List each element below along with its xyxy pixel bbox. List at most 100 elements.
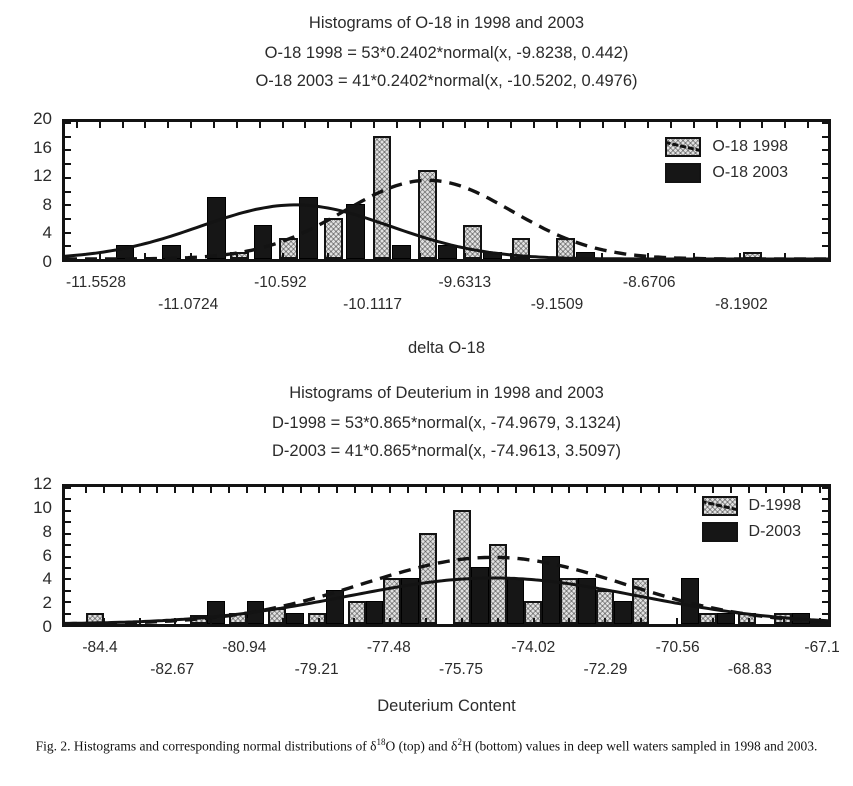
- x-axis-tick: [75, 122, 78, 128]
- x-axis-tick: [144, 122, 147, 128]
- y-axis-tick: [822, 487, 828, 489]
- x-axis-tick: [510, 122, 513, 128]
- y-axis-tick: [822, 135, 828, 138]
- x-axis-tick: [532, 487, 535, 493]
- caption-text: H (bottom) values in deep well waters sa…: [461, 738, 818, 754]
- y-axis-tick: [822, 176, 828, 179]
- dashed-line-sample: [703, 499, 736, 512]
- histogram-bar-2003: [470, 566, 489, 624]
- x-axis-tick: [389, 487, 392, 493]
- y-axis-tick: [822, 259, 828, 261]
- legend-label: D-1998: [748, 497, 801, 514]
- legend-deuterium: D-1998 D-2003: [701, 494, 801, 546]
- y-axis-tick: [65, 555, 71, 558]
- y-axis-tick: [65, 122, 71, 124]
- x-axis-tick: [496, 487, 499, 493]
- y-axis-tick: [65, 612, 71, 615]
- histogram-bar-2003: [325, 589, 344, 624]
- x-axis-tick: [317, 618, 320, 624]
- x-axis-tick: [568, 618, 571, 624]
- equation-o18-2003: O-18 2003 = 41*0.2402*normal(x, -10.5202…: [255, 72, 638, 90]
- x-axis-tick: [819, 618, 822, 624]
- x-axis-tick: [156, 487, 159, 493]
- y-axis-tick: [65, 589, 71, 592]
- x-tick-label: -67.1: [804, 639, 840, 656]
- y-axis-tick: [65, 624, 71, 626]
- x-tick-label: -77.48: [366, 639, 411, 656]
- histogram-bar-2003: [577, 578, 596, 624]
- histogram-bar-1998: [556, 238, 575, 259]
- legend-item-o18-1998: O-18 1998: [665, 135, 788, 159]
- legend-item-o18-2003: O-18 2003: [665, 161, 788, 185]
- x-axis-tick: [102, 618, 105, 624]
- x-axis-tick: [228, 487, 231, 493]
- x-tick-label: -11.0724: [158, 296, 219, 313]
- x-axis-tick: [327, 122, 330, 128]
- y-axis-tick: [65, 521, 71, 524]
- y-tick-label: 2: [42, 593, 52, 613]
- x-axis-tick: [693, 487, 696, 493]
- x-axis-tick: [601, 253, 604, 259]
- caption-text: Fig. 2. Histograms and corresponding nor…: [35, 738, 377, 754]
- x-axis-tick: [353, 487, 356, 493]
- black-swatch-icon: [665, 163, 702, 183]
- x-axis-tick: [98, 253, 101, 259]
- y-axis-tick: [65, 566, 71, 569]
- x-axis-tick: [281, 253, 284, 259]
- x-axis-labels-row2-o18: -11.0724 -10.1117 -9.1509 -8.1902: [62, 295, 831, 317]
- x-tick-label: -72.29: [583, 661, 628, 678]
- y-axis-tick: [822, 163, 828, 166]
- legend-label: O-18 1998: [712, 138, 788, 155]
- x-tick-label: -79.21: [294, 661, 339, 678]
- chart-title-deuterium: Histograms of Deuterium in 1998 and 2003: [289, 384, 604, 402]
- y-tick-label: 4: [42, 569, 52, 589]
- y-axis-tick: [822, 601, 828, 604]
- x-axis-tick: [245, 618, 248, 624]
- y-axis-tick: [65, 487, 71, 489]
- x-axis-labels-row1-o18: -11.5528 -10.592 -9.6313 -8.6706: [62, 273, 831, 295]
- x-tick-label: -10.1117: [343, 296, 403, 313]
- x-axis-tick: [258, 122, 261, 128]
- y-axis-labels-o18: 20 16 12 8 4 0: [0, 109, 62, 271]
- x-tick-label: -8.6706: [622, 274, 676, 291]
- x-axis-tick: [235, 122, 238, 128]
- y-axis-tick: [65, 135, 71, 138]
- x-axis-tick: [514, 487, 517, 493]
- chart-deuterium: Histograms of Deuterium in 1998 and 2003…: [0, 382, 853, 716]
- x-axis-tick: [604, 487, 607, 493]
- y-axis-tick: [65, 498, 71, 501]
- histogram-bar-1998: [228, 612, 247, 624]
- x-axis-tick: [670, 122, 673, 128]
- x-axis-tick: [418, 253, 421, 259]
- x-axis-tick: [747, 487, 750, 493]
- x-axis-tick: [801, 487, 804, 493]
- x-axis-tick: [510, 253, 513, 259]
- histogram-bar-2003: [246, 601, 265, 624]
- x-axis-tick: [601, 122, 604, 128]
- x-tick-label: -9.1509: [530, 296, 584, 313]
- x-axis-tick: [532, 122, 535, 128]
- histogram-bar-2003: [345, 204, 365, 259]
- y-axis-tick: [822, 578, 828, 581]
- x-tick-label: -8.1902: [715, 296, 768, 313]
- x-axis-labels-row1-deuterium: -84.4 -80.94 -77.48 -74.02 -70.56 -67.1: [62, 638, 839, 660]
- x-axis-title-deuterium: Deuterium Content: [377, 697, 516, 715]
- x-tick-label: -9.6313: [438, 274, 492, 291]
- x-tick-label: -11.5528: [65, 274, 127, 291]
- y-axis-tick: [822, 122, 828, 124]
- x-axis-tick: [327, 253, 330, 259]
- histogram-bar-2003: [613, 601, 632, 624]
- y-axis-tick: [65, 204, 71, 207]
- histogram-bar-1998: [85, 612, 104, 624]
- x-axis-tick: [487, 122, 490, 128]
- x-axis-tick: [98, 122, 101, 128]
- caption-superscript: 18: [376, 737, 386, 747]
- x-axis-tick: [761, 122, 764, 128]
- y-axis-tick: [65, 532, 71, 535]
- x-axis-tick: [441, 122, 444, 128]
- y-tick-label: 12: [33, 166, 52, 186]
- y-axis-tick: [822, 624, 828, 626]
- x-axis-tick: [783, 487, 786, 493]
- x-axis-tick: [729, 487, 732, 493]
